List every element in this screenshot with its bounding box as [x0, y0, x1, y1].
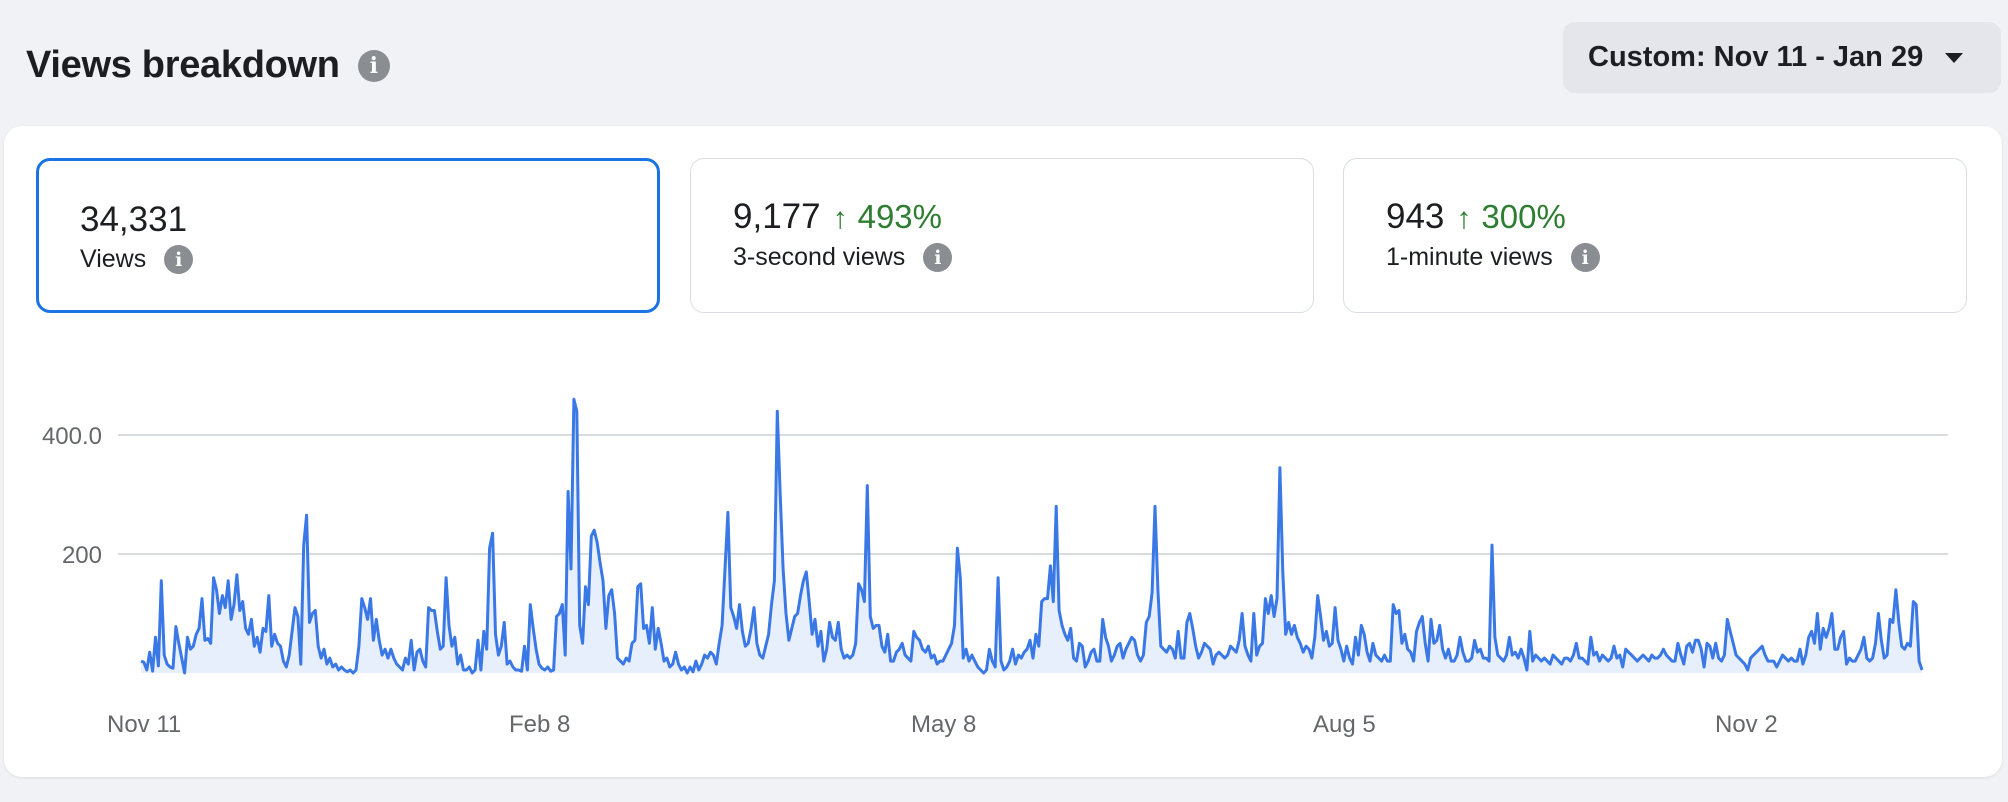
info-icon[interactable]: i [357, 49, 390, 82]
arrow-up-icon: ↑ [832, 202, 848, 235]
y-tick-label: 400.0 [42, 423, 102, 450]
x-tick-label: Nov 11 [107, 711, 181, 738]
page-title-text: Views breakdown [26, 44, 340, 86]
metric-change: 493% [857, 198, 942, 235]
metric-value: 34,331 [80, 200, 188, 239]
x-tick-label: Feb 8 [509, 711, 570, 738]
info-icon[interactable]: i [164, 245, 194, 274]
metric-change: 300% [1481, 198, 1566, 235]
y-tick-label: 200 [62, 542, 102, 569]
x-tick-label: Nov 2 [1715, 711, 1778, 738]
x-tick-label: Aug 5 [1313, 711, 1376, 738]
caret-down-icon [1945, 52, 1964, 63]
metric-value: 9,177 [733, 197, 821, 236]
info-icon[interactable]: i [1570, 243, 1600, 272]
metric-label: 1-minute views [1386, 243, 1553, 271]
series-area [141, 399, 1922, 673]
views-breakdown-card: 34,331 Views i 9,177 ↑ 493% 3-second vie… [4, 126, 2002, 777]
metric-card-3-second-views[interactable]: 9,177 ↑ 493% 3-second views i [690, 158, 1314, 313]
metric-card-1-minute-views[interactable]: 943 ↑ 300% 1-minute views i [1343, 158, 1967, 313]
arrow-up-icon: ↑ [1456, 202, 1472, 235]
info-icon[interactable]: i [923, 243, 953, 272]
views-chart: 200 400.0 Nov 11 Feb 8 May 8 Aug 5 Nov 2 [42, 397, 1948, 738]
date-range-label: Custom: Nov 11 - Jan 29 [1588, 41, 1924, 73]
metric-label: 3-second views [733, 243, 906, 271]
x-tick-label: May 8 [911, 711, 976, 738]
metric-label: Views [80, 245, 147, 273]
series-line [140, 397, 1924, 675]
metric-value: 943 [1386, 197, 1445, 236]
date-range-dropdown[interactable]: Custom: Nov 11 - Jan 29 [1563, 22, 2001, 93]
page-title: Views breakdown i [26, 44, 390, 87]
metric-card-views[interactable]: 34,331 Views i [36, 158, 660, 313]
